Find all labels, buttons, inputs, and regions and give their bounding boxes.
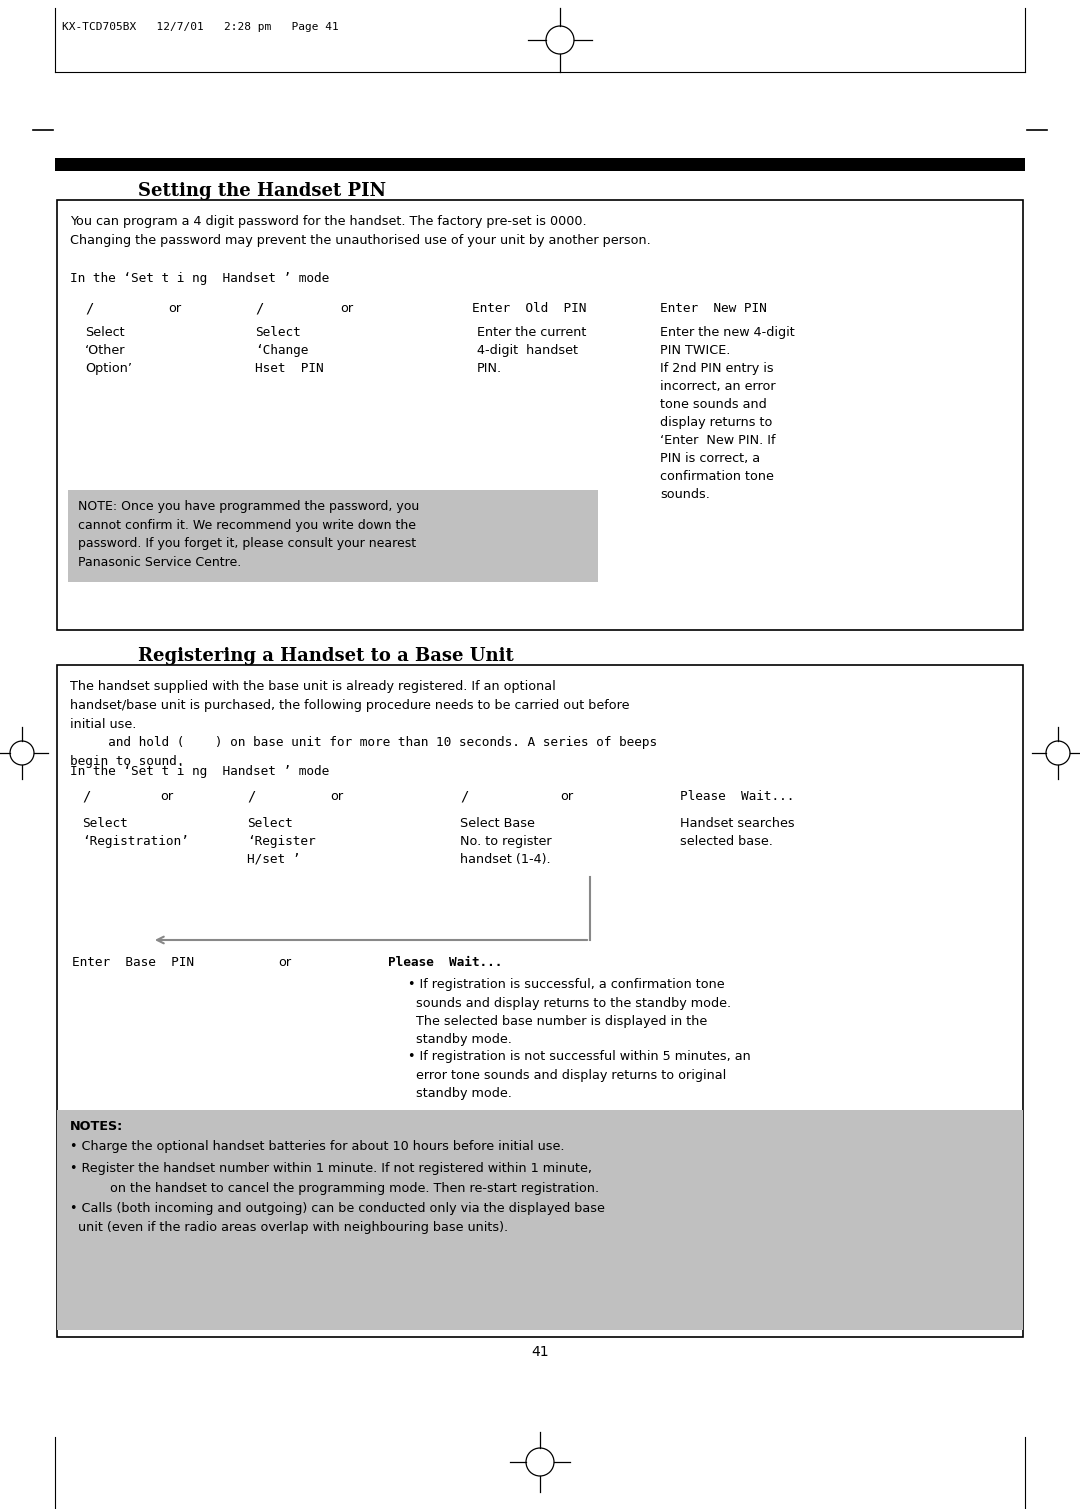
Bar: [57, 665, 1023, 1337]
Text: Select
‘Registration’: Select ‘Registration’: [82, 816, 189, 848]
Text: on the handset to cancel the programming mode. Then re-start registration.: on the handset to cancel the programming…: [70, 1182, 599, 1195]
Text: Select
‘Change
Hset  PIN: Select ‘Change Hset PIN: [255, 326, 324, 376]
Text: /: /: [460, 791, 469, 804]
Bar: [57, 1111, 1023, 1329]
Text: Select
‘Register
H/set ’: Select ‘Register H/set ’: [247, 816, 315, 866]
Text: NOTE: Once you have programmed the password, you
cannot confirm it. We recommend: NOTE: Once you have programmed the passw…: [78, 499, 419, 569]
Text: /: /: [255, 302, 264, 315]
Text: Handset searches
selected base.: Handset searches selected base.: [680, 816, 795, 848]
Text: Please  Wait...: Please Wait...: [388, 957, 502, 969]
Text: • Calls (both incoming and outgoing) can be conducted only via the displayed bas: • Calls (both incoming and outgoing) can…: [70, 1203, 605, 1233]
Bar: [68, 490, 598, 582]
Text: Enter the current
4-digit  handset
PIN.: Enter the current 4-digit handset PIN.: [477, 326, 586, 376]
Text: or: or: [330, 791, 343, 803]
Text: Select
‘Other
Option’: Select ‘Other Option’: [85, 326, 132, 376]
Text: • If registration is not successful within 5 minutes, an
  error tone sounds and: • If registration is not successful with…: [408, 1050, 751, 1100]
Bar: [55, 158, 1025, 171]
Text: You can program a 4 digit password for the handset. The factory pre-set is 0000.: You can program a 4 digit password for t…: [70, 214, 651, 247]
Text: • Register the handset number within 1 minute. If not registered within 1 minute: • Register the handset number within 1 m…: [70, 1162, 592, 1176]
Text: Enter the new 4-digit
PIN TWICE.
If 2nd PIN entry is
incorrect, an error
tone so: Enter the new 4-digit PIN TWICE. If 2nd …: [660, 326, 795, 501]
Text: Select Base
No. to register
handset (1-4).: Select Base No. to register handset (1-4…: [460, 816, 552, 866]
Text: Registering a Handset to a Base Unit: Registering a Handset to a Base Unit: [138, 647, 514, 665]
Text: KX-TCD705BX   12/7/01   2:28 pm   Page 41: KX-TCD705BX 12/7/01 2:28 pm Page 41: [62, 23, 339, 32]
Text: 41: 41: [531, 1345, 549, 1360]
Text: NOTES:: NOTES:: [70, 1120, 123, 1133]
Text: /: /: [85, 302, 93, 315]
Text: • Charge the optional handset batteries for about 10 hours before initial use.: • Charge the optional handset batteries …: [70, 1139, 565, 1153]
Bar: [57, 201, 1023, 629]
Text: /: /: [247, 791, 255, 804]
Text: or: or: [278, 957, 292, 969]
Text: Enter  Old  PIN: Enter Old PIN: [472, 302, 586, 315]
Text: or: or: [340, 302, 353, 315]
Text: Please  Wait...: Please Wait...: [680, 791, 795, 803]
Text: In the ‘Set t i ng  Handset ’ mode: In the ‘Set t i ng Handset ’ mode: [70, 272, 329, 285]
Text: or: or: [168, 302, 181, 315]
Text: Setting the Handset PIN: Setting the Handset PIN: [138, 183, 387, 201]
Text: Enter  New PIN: Enter New PIN: [660, 302, 767, 315]
Text: In the ‘Set t i ng  Handset ’ mode: In the ‘Set t i ng Handset ’ mode: [70, 765, 329, 779]
Text: or: or: [561, 791, 573, 803]
Text: and hold (    ) on base unit for more than 10 seconds. A series of beeps
begin t: and hold ( ) on base unit for more than …: [70, 736, 657, 768]
Text: /: /: [82, 791, 91, 804]
Text: Enter  Base  PIN: Enter Base PIN: [72, 957, 194, 969]
Text: • If registration is successful, a confirmation tone
  sounds and display return: • If registration is successful, a confi…: [408, 978, 731, 1047]
Text: or: or: [160, 791, 173, 803]
Text: The handset supplied with the base unit is already registered. If an optional
ha: The handset supplied with the base unit …: [70, 681, 630, 730]
